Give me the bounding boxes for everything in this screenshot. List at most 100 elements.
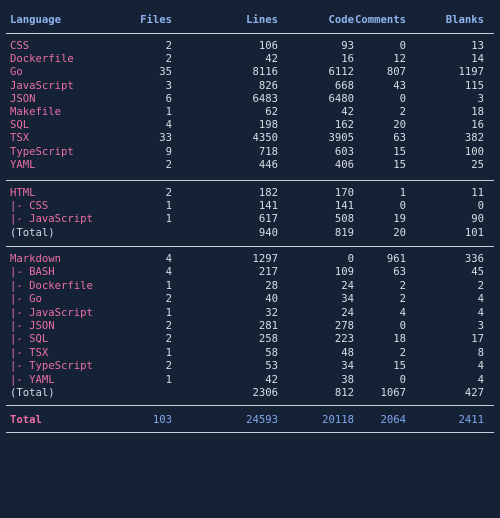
row-lines: 42	[265, 373, 278, 386]
table-row: SQL 4 198 162 20 16	[0, 119, 500, 132]
row-files: 3	[165, 79, 172, 92]
row-language: |- JavaScript	[10, 306, 93, 319]
row-code: 3905	[328, 132, 354, 145]
row-comments: 0	[399, 92, 406, 105]
row-files: 1	[165, 279, 172, 292]
row-code: 6112	[328, 66, 354, 79]
row-files: 2	[165, 53, 172, 66]
row-lines: 32	[265, 306, 278, 319]
header-files: Files	[140, 14, 172, 26]
row-comments: 1	[399, 187, 406, 199]
row-comments: 807	[386, 66, 406, 79]
row-code: 406	[334, 158, 354, 171]
row-code: 278	[334, 320, 354, 332]
row-comments: 12	[393, 53, 406, 66]
row-blanks: 382	[464, 132, 484, 145]
row-files: 2	[165, 293, 172, 306]
row-comments: 63	[393, 266, 406, 279]
row-comments: 0	[399, 320, 406, 332]
row-blanks: 427	[464, 387, 484, 399]
row-language: Makefile	[10, 106, 62, 118]
row-blanks: 45	[471, 266, 484, 279]
row-code: 603	[334, 145, 354, 158]
row-blanks: 11	[471, 187, 484, 199]
row-code: 93	[341, 40, 354, 52]
row-comments: 43	[393, 79, 406, 92]
row-blanks: 3	[477, 92, 484, 105]
row-code: 34	[341, 360, 354, 373]
row-language: |- TSX	[10, 346, 49, 359]
row-blanks: 13	[471, 40, 484, 52]
separator-line	[6, 33, 494, 34]
row-files: 9	[165, 145, 172, 158]
row-code: 162	[334, 119, 354, 132]
row-lines: 42	[265, 53, 278, 66]
total-code: 20118	[322, 414, 354, 426]
row-comments: 2	[399, 279, 406, 292]
row-language: Dockerfile	[10, 53, 74, 66]
row-blanks: 4	[477, 293, 484, 306]
row-blanks: 115	[464, 79, 484, 92]
row-lines: 826	[258, 79, 278, 92]
row-lines: 217	[258, 266, 278, 279]
table-row: |- Dockerfile 1 28 24 2 2	[0, 280, 500, 293]
row-lines: 4350	[252, 132, 278, 145]
row-lines: 1297	[252, 253, 278, 265]
row-code: 223	[334, 333, 354, 346]
total-files: 103	[152, 414, 172, 426]
row-code: 819	[334, 226, 354, 239]
row-code: 24	[341, 279, 354, 292]
terminal-output: Language Files Lines Code Comments Blank…	[0, 14, 500, 433]
row-code: 48	[341, 346, 354, 359]
table-row: |- TypeScript 2 53 34 15 4	[0, 360, 500, 373]
row-language: |- JSON	[10, 320, 55, 332]
row-blanks: 17	[471, 333, 484, 346]
row-language: HTML	[10, 187, 36, 199]
row-language: (Total)	[10, 387, 55, 399]
row-files: 2	[165, 158, 172, 171]
row-files: 1	[165, 373, 172, 386]
row-lines: 6483	[252, 92, 278, 105]
row-files: 2	[165, 333, 172, 346]
row-comments: 2	[399, 346, 406, 359]
row-comments: 18	[393, 333, 406, 346]
row-blanks: 101	[464, 226, 484, 239]
table-row: |- JSON 2 281 278 0 3	[0, 320, 500, 333]
row-files: 1	[165, 200, 172, 213]
row-language: |- JavaScript	[10, 213, 93, 226]
table-row: YAML 2 446 406 15 25	[0, 159, 500, 172]
total-comments: 2064	[380, 414, 406, 426]
row-language: CSS	[10, 40, 30, 52]
row-language: |- CSS	[10, 200, 49, 213]
row-lines: 617	[258, 213, 278, 226]
row-blanks: 3	[477, 320, 484, 332]
row-comments: 2	[399, 106, 406, 118]
row-files: 6	[165, 92, 172, 105]
total-row: Total 103 24593 20118 2064 2411	[0, 414, 500, 427]
row-code: 141	[334, 200, 354, 213]
table-row: CSS 2 106 93 0 13	[0, 40, 500, 53]
row-lines: 53	[265, 360, 278, 373]
row-comments: 20	[393, 119, 406, 132]
row-code: 24	[341, 306, 354, 319]
row-lines: 28	[265, 279, 278, 292]
row-blanks: 4	[477, 306, 484, 319]
row-comments: 0	[399, 40, 406, 52]
row-files: 1	[165, 346, 172, 359]
row-lines: 40	[265, 293, 278, 306]
row-comments: 4	[399, 306, 406, 319]
row-code: 109	[334, 266, 354, 279]
table-row: (Total) 940 819 20 101	[0, 227, 500, 240]
table-row: TypeScript 9 718 603 15 100	[0, 146, 500, 159]
row-comments: 19	[393, 213, 406, 226]
row-files: 2	[165, 360, 172, 373]
header-language: Language	[10, 14, 62, 26]
table-row: |- SQL 2 258 223 18 17	[0, 333, 500, 346]
table-row: Go 35 8116 6112 807 1197	[0, 66, 500, 79]
separator-line	[6, 432, 494, 433]
table-row: |- Go 2 40 34 2 4	[0, 293, 500, 306]
table-header: Language Files Lines Code Comments Blank…	[0, 14, 500, 27]
row-lines: 182	[258, 187, 278, 199]
row-lines: 446	[258, 158, 278, 171]
row-comments: 15	[393, 360, 406, 373]
